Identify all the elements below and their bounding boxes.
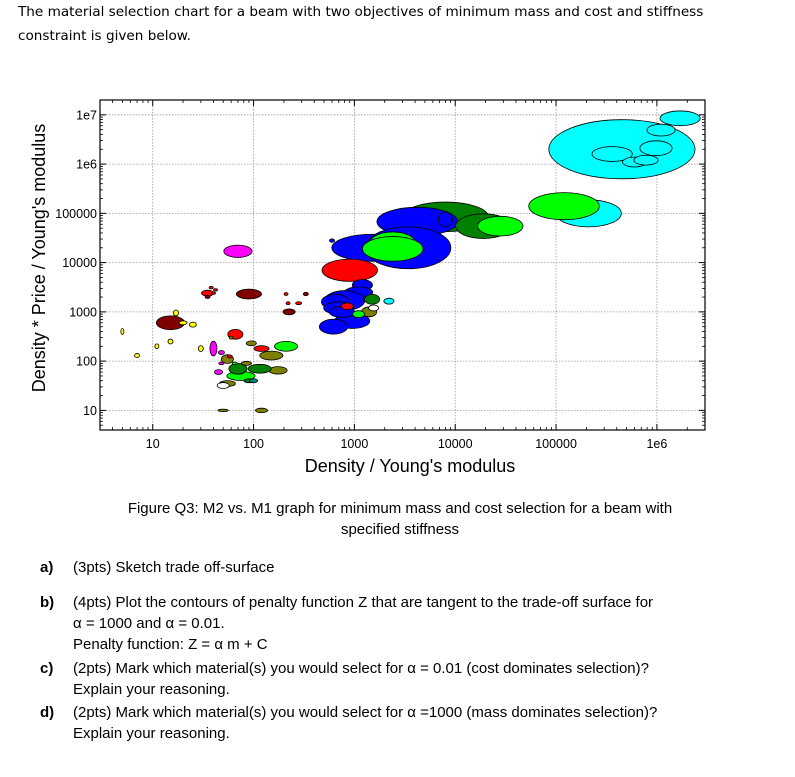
material-bubble	[253, 345, 270, 352]
material-bubble	[231, 361, 238, 366]
question-text: (2pts) Mark which material(s) you would …	[73, 660, 649, 677]
y-tick-label: 1e7	[76, 108, 97, 122]
material-bubble	[208, 286, 214, 290]
material-bubble	[173, 309, 179, 317]
question-text: Explain your reasoning.	[73, 725, 230, 742]
material-bubble	[218, 361, 225, 366]
y-tick-label: 10000	[62, 256, 97, 270]
material-bubble	[383, 297, 395, 305]
material-bubble	[235, 288, 262, 300]
intro-line-1: The material selection chart for a beam …	[18, 4, 704, 20]
material-bubble	[282, 308, 296, 316]
material-bubble	[295, 301, 303, 306]
y-tick-label: 1000	[69, 305, 97, 319]
material-bubble	[211, 291, 216, 295]
material-bubble	[214, 369, 224, 375]
x-tick-label: 1e6	[646, 437, 667, 451]
material-bubble	[213, 288, 218, 292]
material-bubble	[639, 140, 673, 157]
y-tick-label: 100000	[55, 207, 97, 221]
material-bubble	[216, 382, 230, 389]
material-bubble	[285, 301, 291, 306]
material-bubble	[633, 154, 659, 166]
material-bubble	[228, 335, 234, 340]
chart-axes: 10 100 1000 10000 100000 1e6 10 100 1000 10000 100…	[55, 99, 706, 451]
material-bubble	[362, 236, 424, 262]
material-bubble	[477, 215, 524, 237]
material-bubble	[120, 328, 125, 335]
y-tick-label: 10	[83, 404, 97, 418]
intro-paragraph: The material selection chart for a beam …	[18, 0, 778, 48]
material-bubble	[283, 292, 289, 296]
x-axis-label: Density / Young's modulus	[305, 456, 516, 476]
material-bubble	[154, 343, 160, 350]
material-bubble	[364, 293, 381, 305]
material-bubble	[249, 378, 258, 384]
y-tick-label: 100	[76, 355, 97, 369]
material-bubble	[329, 238, 335, 243]
question-text: Explain your reasoning.	[73, 681, 230, 698]
material-bubble	[197, 345, 204, 352]
material-bubble	[591, 146, 633, 162]
x-tick-label: 10000	[438, 437, 473, 451]
material-bubble	[217, 350, 225, 355]
material-bubble	[368, 304, 380, 312]
question-label: d)	[40, 704, 55, 721]
material-bubble	[302, 291, 309, 297]
material-bubble	[318, 318, 348, 335]
material-bubble	[134, 353, 141, 358]
x-tick-label: 100	[243, 437, 264, 451]
material-bubble	[178, 320, 188, 326]
material-bubble	[188, 321, 197, 328]
question-text: Penalty function: Z = α m + C	[73, 636, 268, 653]
chart-bubbles	[120, 110, 701, 414]
material-bubble	[321, 258, 378, 282]
question-text: (2pts) Mark which material(s) you would …	[73, 704, 658, 721]
material-selection-chart: 10 100 1000 10000 100000 1e6 10 100 1000 10000 100…	[29, 99, 706, 476]
material-bubble	[352, 310, 366, 318]
material-bubble	[223, 244, 253, 258]
material-bubble	[646, 123, 676, 137]
material-bubble	[274, 340, 299, 352]
material-bubble	[437, 211, 453, 228]
x-tick-label: 10	[146, 437, 160, 451]
question-label: b)	[40, 594, 55, 611]
material-bubble	[240, 361, 252, 366]
question-label: c)	[40, 660, 54, 677]
y-tick-label: 1e6	[76, 158, 97, 172]
material-bubble	[167, 338, 174, 345]
x-tick-label: 1000	[340, 437, 368, 451]
question-text: α = 1000 and α = 0.01.	[73, 615, 225, 632]
material-bubble	[659, 110, 701, 127]
material-bubble	[228, 362, 248, 375]
question-text: (3pts) Sketch trade off-surface	[73, 559, 275, 576]
y-axis-label: Density * Price / Young's modulus	[29, 124, 49, 393]
material-bubble	[204, 295, 211, 299]
figure-caption: Figure Q3: M2 vs. M1 graph for minimum m…	[60, 498, 740, 540]
material-bubble	[255, 407, 268, 414]
material-bubble	[259, 350, 284, 361]
x-tick-label: 100000	[535, 437, 577, 451]
material-bubble	[340, 302, 354, 311]
intro-line-2: constraint is given below.	[18, 28, 191, 44]
material-bubble	[268, 366, 288, 375]
material-bubble	[247, 363, 272, 374]
material-bubble	[209, 340, 218, 357]
material-bubble	[245, 340, 257, 347]
question-text: (4pts) Plot the contours of penalty func…	[73, 594, 654, 611]
material-bubble	[528, 192, 600, 221]
material-bubble	[226, 354, 233, 359]
caption-line-2: specified stiffness	[340, 521, 460, 538]
question-label: a)	[40, 559, 54, 576]
caption-line-1: Figure Q3: M2 vs. M1 graph for minimum m…	[127, 500, 673, 517]
material-bubble	[217, 408, 229, 413]
